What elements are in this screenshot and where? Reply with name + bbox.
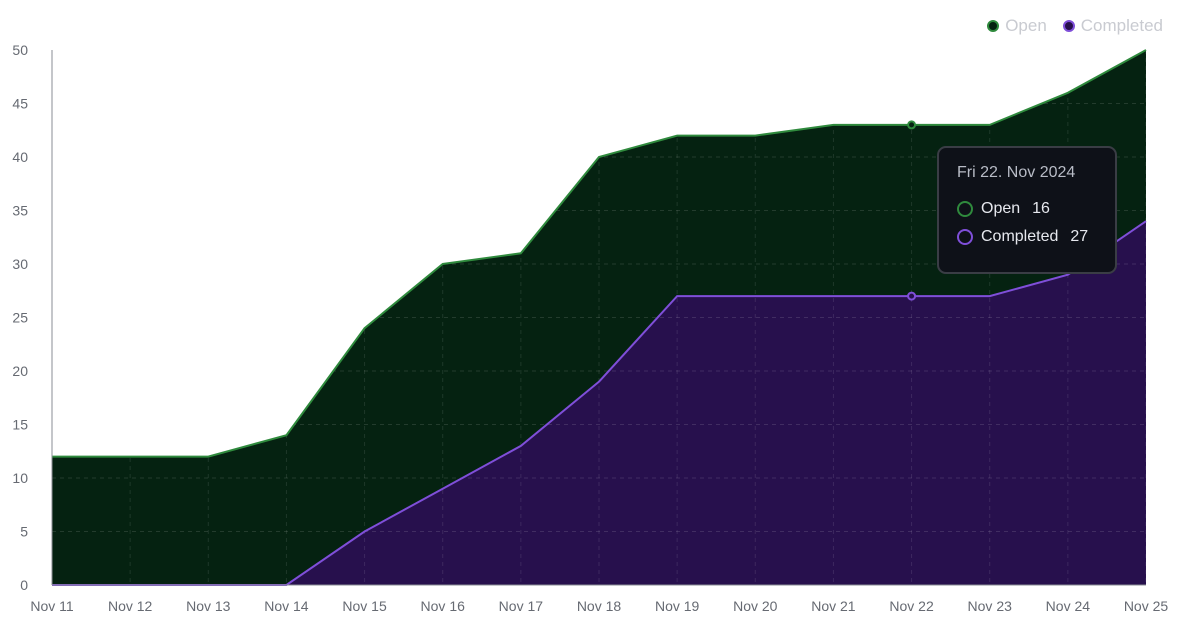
tooltip-label-completed: Completed — [981, 228, 1059, 245]
x-tick-label: Nov 16 — [421, 598, 466, 614]
line-open — [52, 49, 1147, 458]
legend-label-completed: Completed — [1080, 16, 1163, 35]
x-tick-label: Nov 23 — [968, 598, 1013, 614]
legend-item-open[interactable]: Open — [987, 16, 1047, 36]
x-tick-label: Nov 25 — [1124, 598, 1169, 614]
tooltip-dot-open — [957, 201, 973, 217]
tooltip-value-open: 16 — [1032, 200, 1050, 217]
tooltip-row-completed: Completed 27 — [957, 228, 1097, 246]
y-tick-label: 40 — [12, 149, 28, 165]
x-tick-label: Nov 11 — [30, 598, 74, 614]
x-tick-label: Nov 12 — [108, 598, 153, 614]
x-tick-label: Nov 17 — [499, 598, 544, 614]
y-tick-label: 35 — [12, 203, 28, 219]
y-tick-label: 30 — [12, 256, 28, 272]
y-tick-label: 20 — [12, 363, 28, 379]
chart-legend: Open Completed — [987, 16, 1163, 36]
x-tick-label: Nov 24 — [1046, 598, 1091, 614]
y-tick-label: 50 — [12, 42, 28, 58]
area-completed — [52, 221, 1146, 585]
tooltip-label-open: Open — [981, 200, 1021, 217]
chart-tooltip: Fri 22. Nov 2024 Open 16 Completed 27 — [937, 146, 1117, 274]
x-tick-label: Nov 13 — [186, 598, 231, 614]
point-open-highlight — [907, 120, 917, 130]
tooltip-value-completed: 27 — [1070, 228, 1089, 245]
tooltip-row-open: Open 16 — [957, 200, 1097, 218]
y-tick-label: 45 — [12, 96, 28, 112]
x-tick-label: Nov 19 — [655, 598, 700, 614]
legend-label-open: Open — [1005, 16, 1047, 35]
tooltip-title: Fri 22. Nov 2024 — [957, 164, 1076, 181]
y-tick-label: 15 — [12, 417, 28, 433]
y-tick-label: 10 — [12, 470, 28, 486]
x-tick-label: Nov 18 — [577, 598, 622, 614]
x-tick-label: Nov 20 — [733, 598, 778, 614]
y-tick-label: 5 — [20, 524, 28, 540]
x-tick-label: Nov 14 — [264, 598, 309, 614]
y-tick-label: 25 — [12, 310, 28, 326]
legend-dot-completed — [1062, 20, 1075, 32]
y-tick-label: 0 — [20, 577, 28, 593]
point-completed-highlight — [907, 291, 917, 301]
x-tick-label: Nov 15 — [342, 598, 387, 614]
x-tick-label: Nov 22 — [889, 598, 934, 614]
legend-item-completed[interactable]: Completed — [1062, 16, 1163, 36]
legend-dot-open — [987, 20, 1000, 32]
tooltip-dot-completed — [957, 229, 973, 245]
x-tick-label: Nov 21 — [811, 598, 856, 614]
